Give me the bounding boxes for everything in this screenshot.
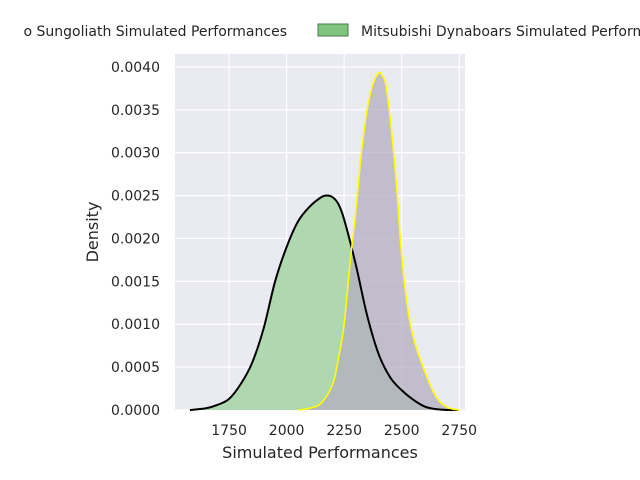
x-tick-label: 2500	[384, 423, 420, 439]
y-tick-label: 0.0035	[111, 103, 160, 119]
y-tick-label: 0.0020	[111, 231, 160, 247]
y-tick-label: 0.0000	[111, 403, 160, 419]
y-tick-label: 0.0015	[111, 274, 160, 290]
density-area-0	[189, 195, 459, 411]
y-tick-label: 0.0010	[111, 317, 160, 333]
x-axis-title: Simulated Performances	[222, 443, 418, 462]
legend: o Sungoliath Simulated Performances Mits…	[24, 23, 640, 40]
x-tick-label: 1750	[211, 423, 247, 439]
y-tick-label: 0.0025	[111, 189, 160, 205]
density-line-1	[298, 71, 460, 411]
y-axis-title: Density	[83, 202, 102, 263]
density-line-0	[189, 194, 459, 412]
legend-swatch-dynaboars	[317, 23, 349, 37]
x-tick-label: 2750	[441, 423, 477, 439]
x-tick-label: 2250	[326, 423, 362, 439]
legend-label-sungoliath: o Sungoliath Simulated Performances	[24, 24, 287, 40]
y-tick-label: 0.0005	[111, 360, 160, 376]
legend-label-dynaboars: Mitsubishi Dynaboars Simulated Performan…	[361, 24, 640, 40]
y-tick-label: 0.0040	[111, 60, 160, 76]
density-area-1	[298, 72, 460, 410]
series-layer	[189, 71, 460, 412]
x-tick-label: 2000	[269, 423, 305, 439]
x-axis-ticks: 1750 2000 2250 2500 2750	[211, 423, 477, 439]
y-tick-label: 0.0030	[111, 146, 160, 162]
y-axis-ticks: 0.0000 0.0005 0.0010 0.0015 0.0020 0.0025 0.00…	[111, 60, 160, 419]
